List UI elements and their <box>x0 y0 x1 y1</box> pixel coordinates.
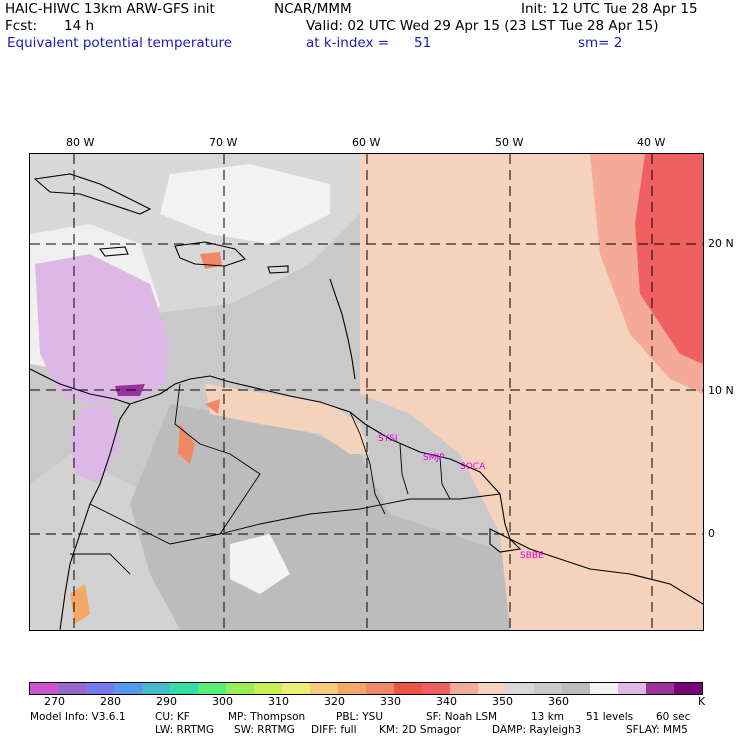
footer-cu: CU: KF <box>155 711 190 723</box>
puerto-rico-coast <box>267 265 289 274</box>
field-name: Equivalent potential temperature <box>7 35 233 51</box>
color-bar-segment <box>674 683 702 694</box>
color-bar-unit: K <box>698 695 706 708</box>
color-bar-tick-label: 320 <box>324 695 345 708</box>
lesser-antilles <box>329 278 356 380</box>
color-bar-segment <box>226 683 254 694</box>
footer-damp: DAMP: Rayleigh3 <box>492 724 582 736</box>
color-bar-segment <box>58 683 86 694</box>
graticule <box>30 154 703 630</box>
dark-gray-patch <box>130 404 510 630</box>
color-bar-segment <box>86 683 114 694</box>
white-patch-south <box>230 534 290 594</box>
color-bar-segment <box>310 683 338 694</box>
init-time: Init: 12 UTC Tue 28 Apr 15 <box>521 1 698 17</box>
map-panel[interactable]: SYSI SMJP SOCA SBBE <box>29 153 704 631</box>
color-bar-segment <box>254 683 282 694</box>
color-bar-segment <box>394 683 422 694</box>
model-title: HAIC-HIWC 13km ARW-GFS init <box>5 1 215 17</box>
lavender-region-panama <box>70 404 120 484</box>
lon-label-70w: 70 W <box>209 136 238 149</box>
color-bar-tick-label: 330 <box>380 695 401 708</box>
color-bar-segment <box>422 683 450 694</box>
color-bar-segment <box>534 683 562 694</box>
forecast-label: Fcst: <box>5 18 38 34</box>
footer-sflay: SFLAY: MM5 <box>626 724 688 736</box>
theta-e-field-map: SYSI SMJP SOCA SBBE <box>30 154 703 630</box>
color-bar-tick-label: 280 <box>100 695 121 708</box>
footer-sf: SF: Noah LSM <box>426 711 498 723</box>
color-bar-segment <box>618 683 646 694</box>
pacific-coast <box>59 503 91 630</box>
color-bar-segment <box>450 683 478 694</box>
color-bar-segment <box>338 683 366 694</box>
level-label: at k-index = <box>306 35 390 51</box>
footer-lw: LW: RRTMG <box>155 724 214 736</box>
peach-land-strip <box>205 384 370 454</box>
coastlines <box>30 173 703 630</box>
footer-km: KM: 2D Smagor <box>379 724 461 736</box>
jamaica-coast <box>98 246 129 257</box>
hispaniola-coast <box>174 241 247 267</box>
guyana-suriname-border <box>399 443 409 495</box>
forecast-hours: 14 h <box>64 18 95 34</box>
footer-diff: DIFF: full <box>311 724 357 736</box>
footer-levels: 51 levels <box>586 711 634 723</box>
lat-label-20n: 20 N <box>708 237 734 250</box>
lon-label-50w: 50 W <box>495 136 524 149</box>
footer-timestep: 60 sec <box>656 711 691 723</box>
ecuador-border <box>70 553 131 575</box>
color-bar-segment <box>646 683 674 694</box>
valid-time: Valid: 02 UTC Wed 29 Apr 15 (23 LST Tue … <box>306 18 659 34</box>
organization: NCAR/MMM <box>274 1 352 17</box>
south-america-north-coast <box>129 375 703 605</box>
station-label-sysi: SYSI <box>378 434 398 444</box>
lon-label-40w: 40 W <box>637 136 666 149</box>
color-bar-segment <box>114 683 142 694</box>
lon-label-80w: 80 W <box>66 136 95 149</box>
footer-pbl: PBL: YSU <box>336 711 384 723</box>
footer-model-info: Model Info: V3.6.1 <box>30 711 126 723</box>
station-label-smjp: SMJP <box>423 453 445 463</box>
color-bar-tick-label: 350 <box>492 695 513 708</box>
color-bar-segment <box>170 683 198 694</box>
color-bar <box>29 682 703 695</box>
color-bar-segment <box>590 683 618 694</box>
color-bar-tick-label: 270 <box>44 695 65 708</box>
amazon-mouth <box>489 528 522 553</box>
footer-mp: MP: Thompson <box>228 711 306 723</box>
lon-label-60w: 60 W <box>352 136 381 149</box>
lavender-region <box>35 254 170 404</box>
lat-label-0: 0 <box>708 527 715 540</box>
color-bar-segment <box>562 683 590 694</box>
brazil-north-border <box>219 493 501 535</box>
level-value: 51 <box>414 35 432 51</box>
color-bar-segment <box>282 683 310 694</box>
color-bar-segment <box>478 683 506 694</box>
color-bar-segment <box>366 683 394 694</box>
smoothing-label: sm= 2 <box>578 35 623 51</box>
color-bar-tick-label: 290 <box>156 695 177 708</box>
footer-sw: SW: RRTMG <box>234 724 295 736</box>
orange-speck-venezuela <box>205 399 220 414</box>
color-bar-tick-label: 310 <box>268 695 289 708</box>
color-bar-segment <box>198 683 226 694</box>
orange-speck-sw <box>70 584 90 624</box>
suriname-guiana-border <box>439 456 451 500</box>
color-bar-tick-label: 340 <box>436 695 457 708</box>
station-label-sbbe: SBBE <box>520 551 544 561</box>
white-patch-north <box>160 164 330 244</box>
color-bar-tick-label: 300 <box>212 695 233 708</box>
station-label-soca: SOCA <box>460 462 486 472</box>
color-bar-segment <box>506 683 534 694</box>
color-bar-segment <box>142 683 170 694</box>
lat-label-10n: 10 N <box>708 384 734 397</box>
colombia-venezuela-border <box>174 383 261 535</box>
color-bar-segment <box>30 683 58 694</box>
venezuela-guyana-border <box>349 411 386 515</box>
orange-speck-andes <box>178 424 195 464</box>
cuba-coast <box>33 173 152 215</box>
color-bar-tick-label: 360 <box>548 695 569 708</box>
footer-resolution: 13 km <box>531 711 565 723</box>
